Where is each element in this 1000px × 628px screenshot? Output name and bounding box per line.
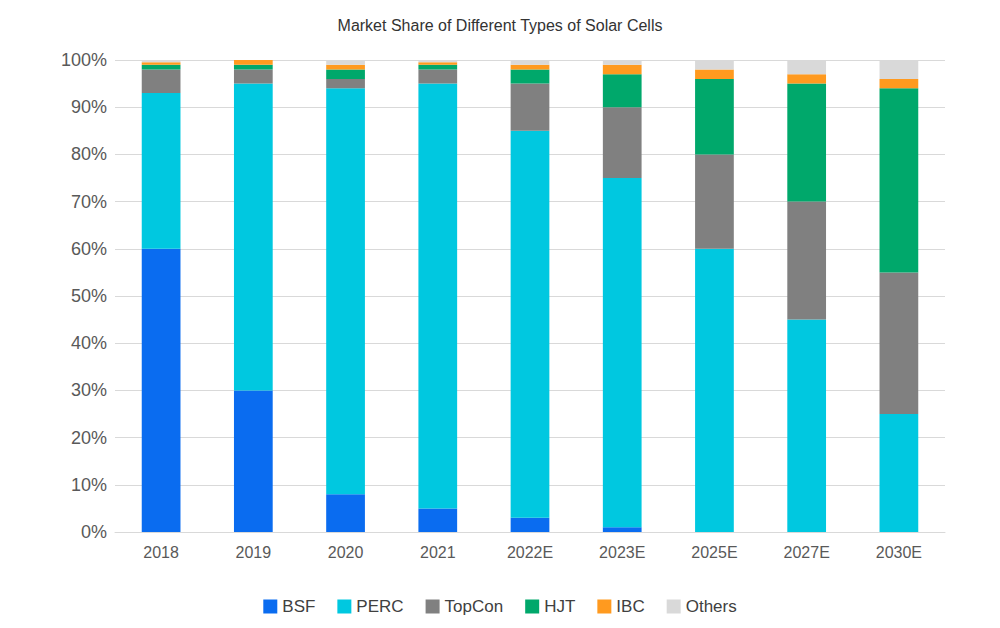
svg-text:2021: 2021 <box>420 544 456 561</box>
svg-text:2018: 2018 <box>143 544 179 561</box>
svg-text:IBC: IBC <box>616 597 644 616</box>
svg-text:2023E: 2023E <box>599 544 645 561</box>
svg-text:50%: 50% <box>71 286 107 306</box>
svg-text:2019: 2019 <box>236 544 272 561</box>
svg-text:TopCon: TopCon <box>445 597 504 616</box>
svg-text:BSF: BSF <box>282 597 315 616</box>
svg-text:2025E: 2025E <box>691 544 737 561</box>
svg-text:PERC: PERC <box>356 597 403 616</box>
svg-text:70%: 70% <box>71 192 107 212</box>
svg-text:30%: 30% <box>71 380 107 400</box>
svg-text:Market Share of Different Type: Market Share of Different Types of Solar… <box>338 17 663 34</box>
svg-text:10%: 10% <box>71 475 107 495</box>
svg-text:2022E: 2022E <box>507 544 553 561</box>
svg-text:20%: 20% <box>71 428 107 448</box>
svg-text:100%: 100% <box>61 50 107 70</box>
svg-text:Others: Others <box>686 597 737 616</box>
svg-text:2027E: 2027E <box>784 544 830 561</box>
svg-text:2020: 2020 <box>328 544 364 561</box>
svg-text:HJT: HJT <box>544 597 575 616</box>
svg-text:80%: 80% <box>71 144 107 164</box>
svg-text:0%: 0% <box>81 522 107 542</box>
svg-text:90%: 90% <box>71 97 107 117</box>
svg-text:40%: 40% <box>71 333 107 353</box>
svg-text:60%: 60% <box>71 239 107 259</box>
svg-text:2030E: 2030E <box>876 544 922 561</box>
